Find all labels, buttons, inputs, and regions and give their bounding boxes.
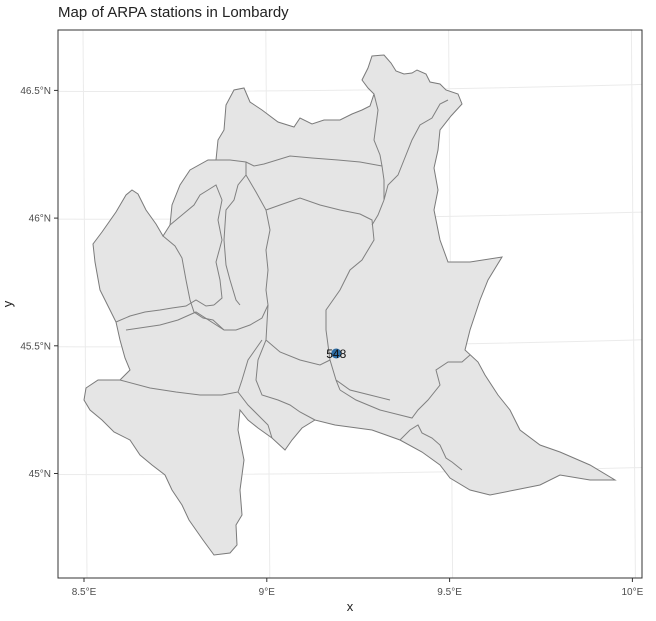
lombardy-outline <box>83 54 617 556</box>
y-tick-label: 46.5°N <box>20 86 51 97</box>
x-tick-label: 8.5°E <box>72 587 97 598</box>
y-tick-label: 45.5°N <box>20 341 51 352</box>
border-como-east <box>223 162 247 306</box>
station-markers: 571548703 <box>326 347 346 361</box>
y-axis-title: y <box>0 300 15 307</box>
border-mantova-cremona <box>399 424 463 471</box>
y-tick-label: 45°N <box>29 469 51 480</box>
border-cremona-brescia <box>335 379 391 401</box>
border-brescia-bergamo <box>371 199 385 226</box>
border-bergamo <box>265 197 375 391</box>
border-sondrio-notch <box>373 93 383 167</box>
border-varese-como <box>162 235 225 331</box>
x-tick-label: 9.5°E <box>437 587 462 598</box>
border-sondrio-south <box>216 155 385 200</box>
border-milano-lodi <box>255 304 316 421</box>
axes: 8.5°E9°E9.5°E10°E10.5°E11°E11.5°E45°N45.… <box>0 86 644 614</box>
border-pavia-lodi <box>237 391 273 439</box>
x-tick-label: 10°E <box>622 587 644 598</box>
meridian-line <box>630 29 636 579</box>
lombardy-provinces <box>83 54 617 556</box>
map-title: Map of ARPA stations in Lombardy <box>58 4 289 21</box>
border-varese-east <box>169 184 223 306</box>
border-lecco <box>224 174 271 331</box>
border-milano-pavia <box>119 339 263 396</box>
y-tick-label: 46°N <box>29 214 51 225</box>
border-monza <box>265 339 331 366</box>
border-varese-south <box>115 299 215 323</box>
border-brescia-south <box>339 354 471 419</box>
border-sondrio-east <box>383 99 449 201</box>
x-tick-label: 9°E <box>259 587 276 598</box>
border-milano-north <box>125 311 225 331</box>
station-marker-548 <box>331 348 342 359</box>
meridian-line <box>82 29 88 579</box>
panel-border <box>57 29 643 579</box>
province-borders <box>115 93 471 471</box>
station-label-548: 548 <box>326 347 346 361</box>
parallel-line <box>57 83 643 93</box>
x-axis-title: x <box>347 599 354 614</box>
